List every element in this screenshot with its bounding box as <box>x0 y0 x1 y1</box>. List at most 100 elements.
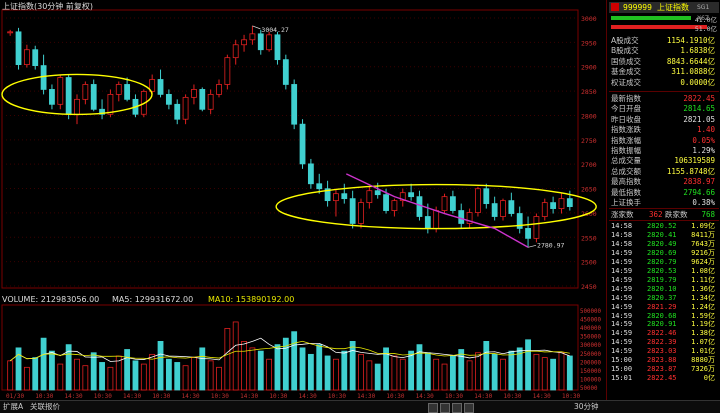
tick-row[interactable]: 14:59 2822.39 1.07亿 <box>609 338 719 347</box>
tick-vol: 7643万 <box>691 239 715 248</box>
tick-time: 14:58 <box>611 222 633 230</box>
candle-up <box>224 57 231 85</box>
tick-row[interactable]: 14:58 2820.52 1.09亿 <box>609 222 719 231</box>
price-frame <box>1 9 579 289</box>
candle-down <box>516 213 523 229</box>
tick-vol: 1.38亿 <box>691 329 715 338</box>
volume-bar-down <box>40 337 47 391</box>
volume-bar-down <box>349 340 356 391</box>
candle-down <box>458 210 465 224</box>
low-annotation: 2780.97 <box>537 241 564 249</box>
index-stat-row-label: 指数涨幅 <box>611 135 641 145</box>
index-stat-row-label: 昨日收盘 <box>611 114 641 124</box>
volume-bar-up <box>7 360 14 391</box>
time-tick-label: 10:30 <box>328 393 346 400</box>
time-tick-label: 10:30 <box>152 393 170 400</box>
index-stat-row: 指数涨跌 1.40 <box>609 125 719 135</box>
candle-down <box>299 123 306 165</box>
bar-red <box>611 25 707 29</box>
index-badge-icon <box>611 3 619 11</box>
volume-bar-up <box>107 366 114 391</box>
tick-row[interactable]: 14:59 2819.79 1.11亿 <box>609 276 719 285</box>
volume-tick-label: 50000 <box>580 386 598 392</box>
tick-row[interactable]: 14:59 2821.29 1.24亿 <box>609 303 719 312</box>
tick-price: 2820.69 <box>647 248 677 257</box>
turnover-row-label: 基金成交 <box>611 67 641 77</box>
candle-up <box>191 89 197 98</box>
volume-ma5-label: MA5: 129931672.00 <box>112 295 194 304</box>
candle-down <box>508 200 515 214</box>
bar1-value: 41.0亿 <box>694 16 717 24</box>
volume-bar-down <box>516 347 523 391</box>
kline-chart-area[interactable]: 3000 2950 2900 2850 2800 2750 2700 2650 2600 2550… <box>0 0 606 400</box>
tick-price: 2820.52 <box>647 222 677 230</box>
index-stat-row-label: 最高指数 <box>611 177 641 187</box>
candle-up <box>391 200 398 211</box>
tick-row[interactable]: 15:01 2822.45 0亿 <box>609 374 719 383</box>
volume-bar-down <box>174 362 181 391</box>
tick-price: 2820.68 <box>647 311 677 320</box>
tick-row[interactable]: 14:59 2820.53 1.08亿 <box>609 267 719 276</box>
index-code: 999999 <box>623 3 652 12</box>
tick-row[interactable]: 14:59 2823.03 1.01亿 <box>609 347 719 356</box>
index-stat-row-label: 指数振幅 <box>611 146 641 155</box>
volume-tick-label: 300000 <box>580 343 601 349</box>
tick-time: 15:00 <box>611 365 633 374</box>
candle-down <box>566 198 573 207</box>
turnover-row: 权证成交 0.0000亿 <box>609 78 719 88</box>
tick-row[interactable]: 14:59 2820.10 1.36亿 <box>609 285 719 294</box>
tick-vol: 1.08亿 <box>691 266 715 275</box>
volume-bar-down <box>132 360 139 391</box>
tick-row[interactable]: 14:59 2820.91 1.19亿 <box>609 320 719 329</box>
index-stat-row-value: 106319589 <box>674 156 715 166</box>
index-stat-row-value: 0.05% <box>692 135 715 145</box>
volume-bar-down <box>316 344 323 391</box>
kline-chart-svg[interactable]: 3000295029002850280027502700265026002550… <box>0 0 606 400</box>
divider <box>609 220 719 221</box>
tick-row[interactable]: 15:00 2823.88 8880万 <box>609 356 719 365</box>
volume-bar-up <box>182 365 189 391</box>
candle-up <box>533 216 540 239</box>
price-tick-label: 3000 <box>581 15 597 23</box>
tab-related-quote[interactable]: 关联报价 <box>30 402 60 411</box>
volume-bar-up <box>207 360 214 391</box>
candle-up <box>216 84 222 95</box>
volume-bar-down <box>299 347 306 391</box>
volume-bar-up <box>441 363 448 391</box>
high-pointer <box>252 25 261 30</box>
index-stat-row: 最高指数 2838.97 <box>609 177 719 187</box>
tick-row[interactable]: 15:00 2823.87 7326万 <box>609 365 719 374</box>
tab-extend-a[interactable]: 扩展A <box>3 402 24 411</box>
tick-row[interactable]: 14:59 2820.37 1.34亿 <box>609 294 719 303</box>
tick-time: 14:59 <box>611 293 633 302</box>
tick-row[interactable]: 14:58 2820.49 7643万 <box>609 240 719 249</box>
tick-row[interactable]: 14:59 2820.69 9216万 <box>609 249 719 258</box>
time-tick-label: 10:30 <box>35 393 53 400</box>
tick-time: 14:59 <box>611 275 633 284</box>
time-tick-label: 10:30 <box>94 393 112 400</box>
tick-time: 14:59 <box>611 266 633 275</box>
tick-row[interactable]: 14:59 2820.79 9624万 <box>609 258 719 267</box>
candle-up <box>500 200 506 217</box>
time-tick-label: 14:30 <box>123 393 141 400</box>
tick-time: 14:58 <box>611 230 633 239</box>
index-stat-row: 昨日收盘 2821.05 <box>609 115 719 125</box>
tick-row[interactable]: 14:59 2820.68 1.59亿 <box>609 312 719 321</box>
tick-row[interactable]: 14:59 2822.46 1.38亿 <box>609 329 719 338</box>
candle-down <box>49 89 55 105</box>
candle-down <box>491 203 498 217</box>
turnover-row: A股成交 1154.1910亿 <box>609 36 719 46</box>
tick-row[interactable]: 14:58 2820.41 8411万 <box>609 231 719 240</box>
index-stat-row-label: 最低指数 <box>611 187 641 197</box>
highlight-ellipse <box>1 73 153 116</box>
volume-bar-down <box>257 350 264 391</box>
period-label[interactable]: 30分钟 <box>574 402 599 411</box>
candle-down <box>124 84 131 100</box>
candle-up <box>466 212 473 224</box>
candle-up <box>358 202 364 224</box>
tick-vol: 8880万 <box>691 356 715 365</box>
index-stat-row-value: 2838.97 <box>683 177 715 187</box>
volume-bar-up <box>466 360 473 391</box>
tick-price: 2820.10 <box>647 284 677 293</box>
candle-up <box>82 84 89 100</box>
